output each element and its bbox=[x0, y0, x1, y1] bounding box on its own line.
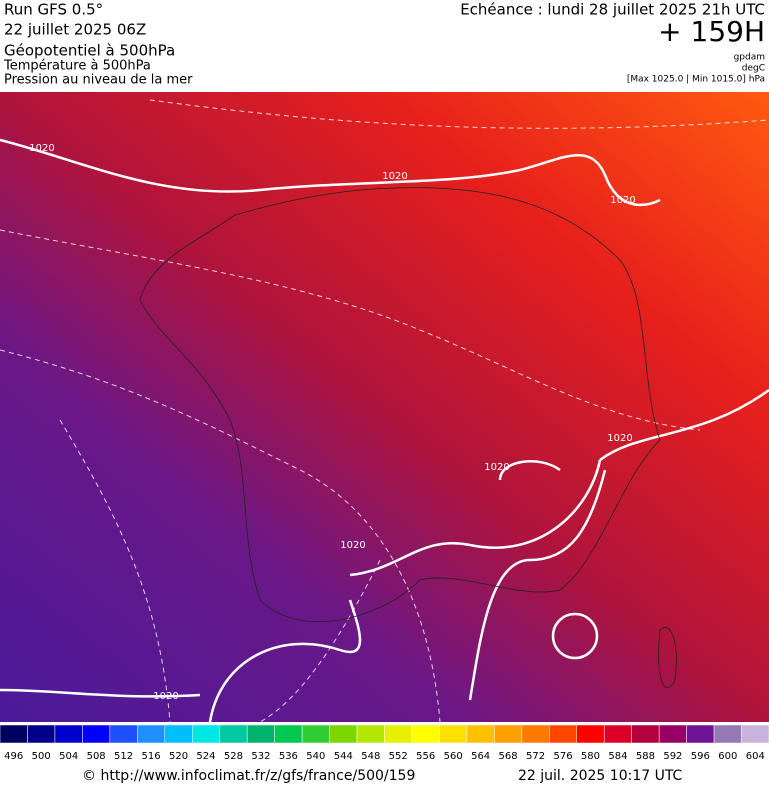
lead-time: + 159H bbox=[658, 15, 765, 48]
contour-label: 1020 bbox=[607, 433, 632, 444]
colorbar-swatch bbox=[466, 724, 495, 744]
colorbar-swatch bbox=[0, 724, 28, 744]
colorbar-label: 532 bbox=[251, 751, 270, 762]
field-label: Pression au niveau de la mer bbox=[4, 73, 193, 88]
contour-label: 1020 bbox=[610, 195, 635, 206]
colorbar: 496 500 504 508 512 516 520 524 528 532 536 540 544 5… bbox=[0, 724, 769, 762]
colorbar-swatch bbox=[439, 724, 468, 744]
colorbar-label: 592 bbox=[663, 751, 682, 762]
colorbar-swatch bbox=[274, 724, 303, 744]
colorbar-swatch bbox=[658, 724, 687, 744]
contour-label: 1020 bbox=[153, 691, 178, 702]
colorbar-label: 504 bbox=[59, 751, 78, 762]
colorbar-label: 552 bbox=[389, 751, 408, 762]
colorbar-label: 540 bbox=[306, 751, 325, 762]
valid-time: Echéance : lundi 28 juillet 2025 21h UTC bbox=[460, 1, 765, 19]
unit: [Max 1025.0 | Min 1015.0] hPa bbox=[627, 75, 765, 85]
contour-label: 1020 bbox=[29, 143, 54, 154]
map-field bbox=[0, 92, 769, 722]
contour-label: 1020 bbox=[340, 540, 365, 551]
isotherms bbox=[0, 99, 769, 723]
colorbar-label: 572 bbox=[526, 751, 545, 762]
timestamp: 22 juil. 2025 10:17 UTC bbox=[518, 768, 683, 784]
colorbar-swatch bbox=[384, 724, 413, 744]
colorbar-label: 544 bbox=[334, 751, 353, 762]
colorbar-label: 512 bbox=[114, 751, 133, 762]
colorbar-swatch bbox=[192, 724, 220, 744]
colorbar-label: 596 bbox=[691, 751, 710, 762]
colorbar-label: 536 bbox=[279, 751, 298, 762]
colorbar-swatch bbox=[494, 724, 523, 744]
colorbar-label: 524 bbox=[196, 751, 215, 762]
unit: gpdam bbox=[734, 53, 765, 63]
colorbar-label: 580 bbox=[581, 751, 600, 762]
colorbar-label: 496 bbox=[4, 751, 23, 762]
colorbar-label: 564 bbox=[471, 751, 490, 762]
colorbar-swatch bbox=[246, 724, 275, 744]
colorbar-swatch bbox=[27, 724, 56, 744]
colorbar-swatch bbox=[54, 724, 83, 744]
run-title: Run GFS 0.5° bbox=[4, 1, 103, 19]
colorbar-swatch bbox=[356, 724, 385, 744]
coastlines bbox=[139, 187, 677, 688]
colorbar-swatch bbox=[741, 724, 769, 744]
colorbar-label: 604 bbox=[746, 751, 765, 762]
colorbar-swatch bbox=[219, 724, 248, 744]
colorbar-swatch bbox=[137, 724, 166, 744]
colorbar-label: 588 bbox=[636, 751, 655, 762]
colorbar-label: 520 bbox=[169, 751, 188, 762]
colorbar-label: 568 bbox=[499, 751, 518, 762]
field-label: Température à 500hPa bbox=[3, 59, 151, 74]
colorbar-swatch bbox=[301, 724, 330, 744]
colorbar-swatch bbox=[603, 724, 632, 744]
colorbar-swatch bbox=[576, 724, 605, 744]
contour-label: 1020 bbox=[484, 462, 509, 473]
contour-label: 1020 bbox=[382, 171, 407, 182]
field-label: Géopotentiel à 500hPa bbox=[4, 42, 175, 60]
isobars bbox=[0, 138, 769, 723]
colorbar-label: 560 bbox=[444, 751, 463, 762]
colorbar-swatch bbox=[631, 724, 660, 744]
source-url: © http://www.infoclimat.fr/z/gfs/france/… bbox=[82, 768, 415, 784]
colorbar-swatch bbox=[521, 724, 550, 744]
unit: degC bbox=[742, 64, 765, 74]
colorbar-label: 548 bbox=[361, 751, 380, 762]
colorbar-label: 516 bbox=[142, 751, 161, 762]
run-date: 22 juillet 2025 06Z bbox=[4, 21, 146, 39]
colorbar-swatch bbox=[713, 724, 742, 744]
colorbar-label: 600 bbox=[718, 751, 737, 762]
colorbar-swatch bbox=[549, 724, 577, 744]
colorbar-label: 576 bbox=[553, 751, 572, 762]
colorbar-label: 556 bbox=[416, 751, 435, 762]
colorbar-swatch bbox=[411, 724, 440, 744]
colorbar-swatch bbox=[82, 724, 111, 744]
colorbar-label: 500 bbox=[32, 751, 51, 762]
colorbar-swatch bbox=[686, 724, 715, 744]
colorbar-label: 528 bbox=[224, 751, 243, 762]
colorbar-swatch bbox=[109, 724, 138, 744]
colorbar-label: 508 bbox=[87, 751, 106, 762]
colorbar-swatch bbox=[164, 724, 193, 744]
colorbar-swatch bbox=[329, 724, 358, 744]
colorbar-label: 584 bbox=[608, 751, 627, 762]
